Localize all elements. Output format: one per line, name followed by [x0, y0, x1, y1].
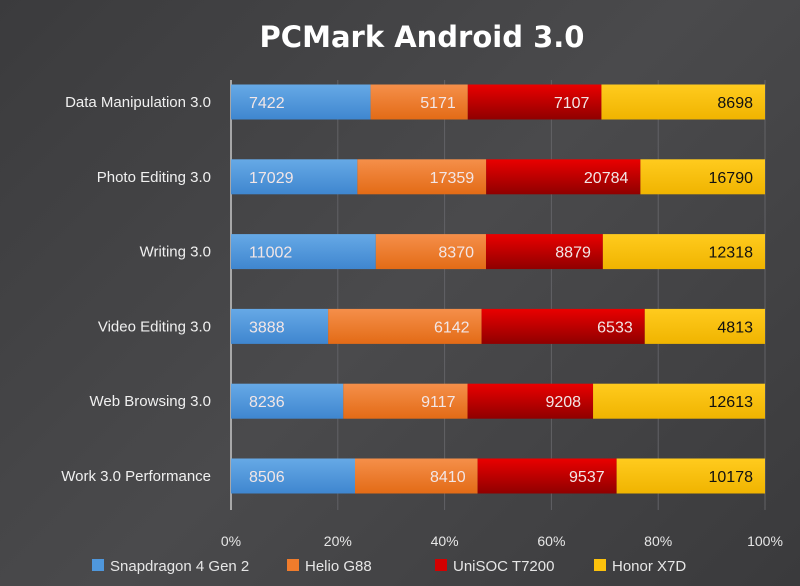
- data-label: 4813: [717, 319, 753, 336]
- x-tick-label: 100%: [747, 533, 783, 549]
- legend-item: UniSOC T7200: [435, 558, 554, 575]
- legend-swatch: [435, 559, 447, 571]
- x-tick-label: 40%: [431, 533, 459, 549]
- data-label: 8370: [438, 245, 474, 262]
- legend-item: Snapdragon 4 Gen 2: [92, 558, 249, 575]
- legend-label: Helio G88: [305, 558, 372, 575]
- legend-label: Honor X7D: [612, 558, 686, 575]
- bar-segment: [477, 458, 617, 494]
- category-labels: Data Manipulation 3.0 Photo Editing 3.0 Wr…: [61, 94, 211, 485]
- data-label: 8879: [555, 245, 591, 262]
- category-label: Photo Editing 3.0: [97, 169, 211, 186]
- data-label: 6533: [597, 319, 633, 336]
- bar-segment: [640, 159, 765, 195]
- data-label: 12613: [709, 394, 754, 411]
- bar-segment: [616, 458, 765, 494]
- data-label: 12318: [709, 245, 754, 262]
- data-label: 9117: [421, 394, 456, 411]
- bar-segment: [485, 234, 603, 270]
- bar-segment: [357, 159, 487, 195]
- chart-title: PCMark Android 3.0: [260, 20, 585, 54]
- bar-segment: [481, 308, 645, 344]
- bar-segment: [354, 458, 478, 494]
- legend-item: Helio G88: [287, 558, 372, 575]
- data-label: 7422: [249, 95, 285, 112]
- data-label: 8506: [249, 469, 285, 486]
- legend-swatch: [287, 559, 299, 571]
- data-label: 10178: [709, 469, 754, 486]
- data-label: 17359: [430, 170, 475, 187]
- x-axis-ticks: 0% 20% 40% 60% 80% 100%: [221, 533, 783, 549]
- bar-segment: [602, 234, 765, 270]
- legend-label: Snapdragon 4 Gen 2: [110, 558, 249, 575]
- bar-segment: [467, 84, 602, 120]
- bar-segment: [231, 383, 344, 419]
- bar-segment: [375, 234, 486, 270]
- data-label: 17029: [249, 170, 294, 187]
- data-label: 8698: [717, 95, 753, 112]
- x-tick-label: 80%: [644, 533, 672, 549]
- bar-segment: [231, 84, 371, 120]
- x-tick-label: 20%: [324, 533, 352, 549]
- x-tick-label: 60%: [537, 533, 565, 549]
- bar-segment: [231, 159, 358, 195]
- bar-segment: [467, 383, 594, 419]
- data-label: 6142: [434, 319, 470, 336]
- data-label: 8410: [430, 469, 466, 486]
- data-label: 5171: [420, 95, 456, 112]
- data-label: 8236: [249, 394, 285, 411]
- category-label: Data Manipulation 3.0: [65, 94, 211, 111]
- data-label: 9537: [569, 469, 605, 486]
- data-label: 11002: [249, 245, 292, 262]
- x-tick-label: 0%: [221, 533, 241, 549]
- category-label: Writing 3.0: [140, 244, 211, 261]
- gridlines: [230, 80, 766, 510]
- data-label: 20784: [584, 170, 629, 187]
- data-label: 7107: [554, 95, 590, 112]
- legend: Snapdragon 4 Gen 2 Helio G88 UniSOC T7200 H…: [92, 558, 686, 575]
- legend-swatch: [92, 559, 104, 571]
- legend-item: Honor X7D: [594, 558, 686, 575]
- bar-segment: [343, 383, 468, 419]
- bar-segment: [601, 84, 765, 120]
- category-label: Work 3.0 Performance: [61, 468, 211, 485]
- bar-segment: [644, 308, 765, 344]
- bar-segment: [231, 308, 329, 344]
- bar-segment: [370, 84, 468, 120]
- category-label: Video Editing 3.0: [98, 318, 211, 335]
- bar-segment: [231, 234, 376, 270]
- bar-segment: [486, 159, 641, 195]
- bar-segment: [231, 458, 355, 494]
- data-label: 9208: [545, 394, 581, 411]
- bar-segment: [328, 308, 482, 344]
- legend-swatch: [594, 559, 606, 571]
- legend-label: UniSOC T7200: [453, 558, 554, 575]
- category-label: Web Browsing 3.0: [90, 393, 211, 410]
- data-label: 3888: [249, 319, 285, 336]
- data-label: 16790: [709, 170, 754, 187]
- bar-segment: [593, 383, 765, 419]
- bars: 7422 5171 7107 8698 17029 17359 20784 16790 1100…: [231, 84, 765, 494]
